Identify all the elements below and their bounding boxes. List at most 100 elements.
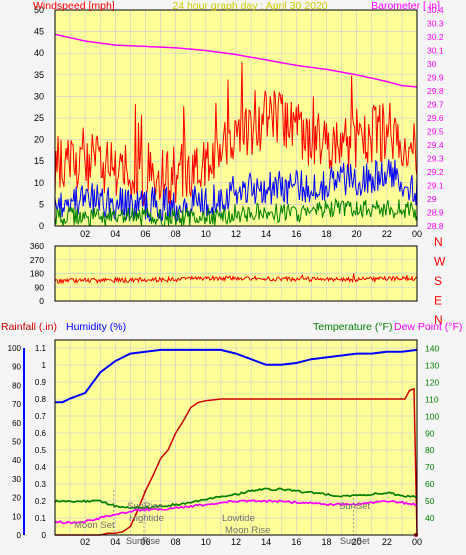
compass-label-N: N: [434, 313, 443, 327]
humidity-tick-70: 70: [12, 400, 21, 409]
barometer-tick-29.2: 29.2: [427, 167, 444, 177]
wind-x-tick-14: 14: [261, 229, 271, 239]
rain-x-tick-00: 00: [412, 537, 422, 547]
barometer-axis-title: Barometer [ in]: [371, 0, 440, 12]
wind-direction-frame: [54, 245, 418, 302]
windspeed-tick-25: 25: [34, 113, 44, 123]
series-line-gust: [54, 61, 418, 206]
wind-x-tick-00: 00: [412, 229, 422, 239]
barometer-tick-30.2: 30.2: [427, 32, 444, 42]
sunset-axis-label: SunSet: [340, 536, 370, 546]
direction-tick-90: 90: [35, 282, 45, 292]
barometer-tick-30.1: 30.1: [427, 46, 444, 56]
windspeed-tick-15: 15: [34, 156, 44, 166]
series-line-rain: [55, 387, 418, 536]
barometer-tick-29: 29: [427, 194, 437, 204]
wind-x-tick-22: 22: [382, 229, 392, 239]
wind-x-tick-06: 06: [140, 229, 150, 239]
moonrise-label: Moon Rise: [225, 525, 270, 536]
rain-x-tick-22: 22: [382, 537, 392, 547]
windspeed-tick-45: 45: [34, 27, 44, 37]
wind-baro-series: [54, 33, 418, 227]
wind-x-tick-20: 20: [352, 229, 362, 239]
direction-tick-360: 360: [30, 241, 44, 251]
barometer-tick-28.8: 28.8: [427, 221, 444, 231]
direction-tick-270: 270: [30, 255, 44, 265]
wind-x-tick-02: 02: [80, 229, 90, 239]
temperature-tick-120: 120: [425, 377, 439, 387]
windspeed-tick-40: 40: [34, 48, 44, 58]
barometer-tick-29.3: 29.3: [427, 154, 444, 164]
rain-humidity-series: [54, 348, 418, 537]
windspeed-tick-30: 30: [34, 91, 44, 101]
temperature-tick-100: 100: [425, 411, 439, 421]
rain-tick-1: 1: [42, 361, 47, 370]
moonset-label: Moon Set: [74, 520, 115, 531]
temperature-axis-title: Temperature (°F): [313, 321, 392, 333]
humidity-axis-title: Humidity (%): [66, 321, 126, 333]
rain-x-tick-20: 20: [352, 537, 362, 547]
barometer-tick-29.6: 29.6: [427, 113, 444, 123]
windspeed-tick-10: 10: [34, 178, 44, 188]
temperature-tick-50: 50: [425, 496, 435, 506]
direction-tick-0: 0: [39, 296, 44, 306]
series-line-wind_direction: [54, 273, 418, 285]
rain-x-tick-04: 04: [110, 537, 120, 547]
rainfall-axis-title: Rainfall (.in): [1, 321, 57, 333]
rain-tick-0.7: 0.7: [35, 412, 47, 421]
wind-x-tick-08: 08: [171, 229, 181, 239]
humidity-tick-90: 90: [12, 363, 21, 372]
barometer-tick-29.4: 29.4: [427, 140, 444, 150]
humidity-tick-100: 100: [8, 344, 22, 353]
barometer-axis-ticks: 28.8 28.9 29 29.1 29.2 29.3 29.4 29.5 29.6 29.7 29…: [427, 5, 444, 231]
wind-baro-x-ticks: 02 04 06 08 10 12 14 16 18 20 22 00: [80, 229, 422, 239]
windspeed-tick-5: 5: [39, 199, 44, 209]
rain-x-tick-12: 12: [231, 537, 241, 547]
wind-x-tick-18: 18: [321, 229, 331, 239]
series-line-low: [54, 197, 418, 227]
wind-x-tick-10: 10: [201, 229, 211, 239]
temperature-tick-70: 70: [425, 462, 435, 472]
lowtide-label: Lowtide: [222, 513, 255, 524]
humidity-tick-30: 30: [12, 475, 21, 484]
rain-tick-0.6: 0.6: [35, 429, 47, 438]
rain-humidity-frame: [54, 339, 418, 536]
wind-direction-series: [54, 273, 418, 285]
rain-tick-0.5: 0.5: [35, 446, 47, 455]
rain-tick-0.8: 0.8: [35, 395, 47, 404]
wind-x-tick-04: 04: [110, 229, 120, 239]
humidity-tick-50: 50: [12, 438, 21, 447]
humidity-tick-0: 0: [17, 531, 22, 540]
dewpoint-axis-title: Dew Point (°F): [394, 321, 462, 333]
compass-label-S: S: [434, 274, 442, 288]
windspeed-tick-20: 20: [34, 135, 44, 145]
humidity-axis-ticks: 0 10 20 30 40 50 60 70 80 90 100: [8, 344, 25, 540]
temperature-tick-40: 40: [425, 513, 435, 523]
series-line-average: [54, 159, 418, 223]
compass-label-N: N: [434, 235, 443, 249]
rain-x-tick-10: 10: [201, 537, 211, 547]
sunset-label: SunSet: [339, 501, 371, 512]
humidity-tick-60: 60: [12, 419, 21, 428]
compass-label-E: E: [434, 294, 442, 308]
wind-baro-frame: [54, 9, 418, 227]
series-line-temperature: [54, 487, 418, 510]
sunrise-axis-label: SunRise: [126, 536, 160, 546]
barometer-tick-29.1: 29.1: [427, 181, 444, 191]
windspeed-tick-35: 35: [34, 70, 44, 80]
barometer-tick-30.4: 30.4: [427, 5, 444, 15]
barometer-tick-28.9: 28.9: [427, 208, 444, 218]
series-line-dewpoint: [54, 499, 418, 525]
rain-tick-1.1: 1.1: [35, 344, 47, 353]
sunrise-label: SunRise: [127, 501, 163, 512]
windspeed-tick-50: 50: [34, 5, 44, 15]
graph-title: 24 hour graph day : April 30 2020: [172, 0, 327, 12]
rain-tick-0.2: 0.2: [35, 497, 47, 506]
rain-x-tick-18: 18: [321, 537, 331, 547]
temperature-tick-140: 140: [425, 343, 439, 353]
rain-x-tick-14: 14: [261, 537, 271, 547]
temperature-axis-ticks: 40 50 60 70 80 90 100 110 120 130 140: [425, 343, 439, 523]
rain-tick-0.1: 0.1: [35, 514, 47, 523]
